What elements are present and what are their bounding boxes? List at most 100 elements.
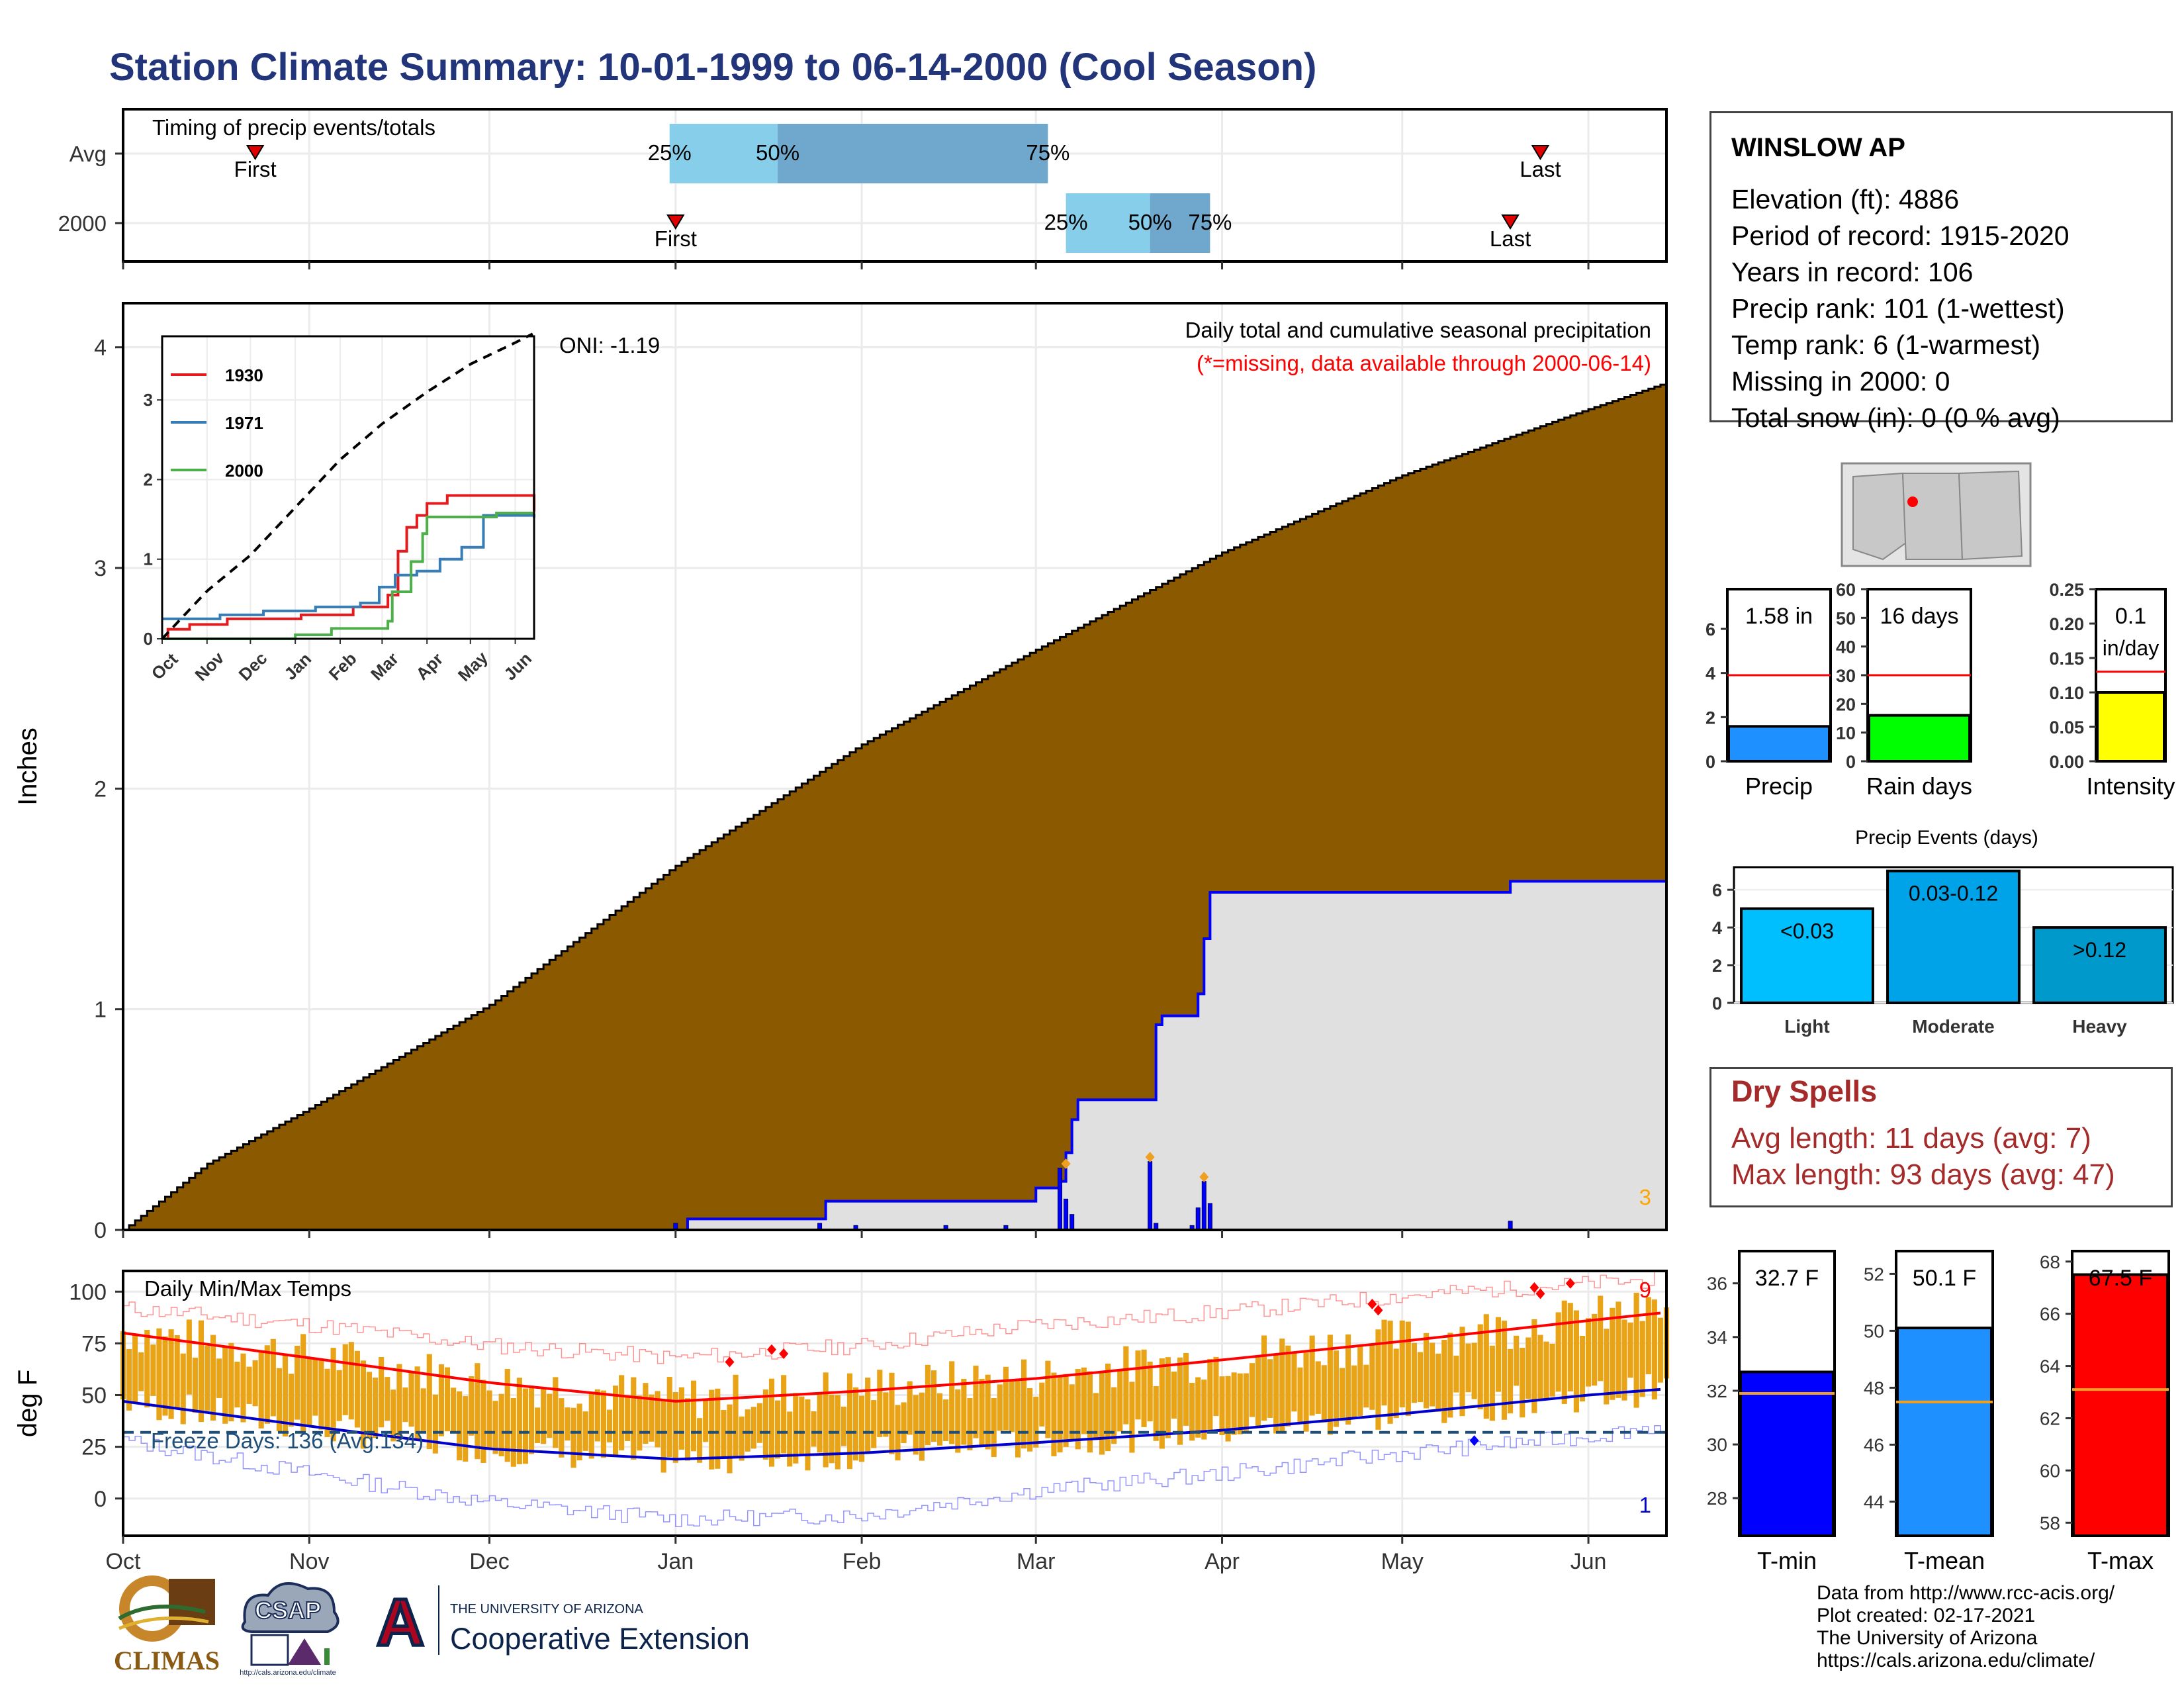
timing-label-50: 50%: [756, 140, 799, 165]
summary-y-tick-label: 60: [2040, 1460, 2060, 1481]
daily-temp-bar: [1087, 1371, 1093, 1453]
y-tick-label: 50: [81, 1383, 107, 1409]
summary-y-tick-label: 4: [1712, 918, 1722, 938]
daily-temp-bar: [889, 1372, 895, 1454]
summary-y-tick-label: 66: [2040, 1304, 2060, 1325]
summary-y-tick-label: 40: [1836, 637, 1856, 657]
summary-value-bar: [2096, 691, 2165, 763]
daily-temp-bar: [1567, 1303, 1573, 1391]
daily-temp-bar: [961, 1378, 967, 1445]
timing-label-75: 75%: [1188, 210, 1232, 234]
dry-spells-box: Dry Spells Avg length: 11 days (avg: 7) …: [1709, 1067, 2173, 1207]
summary-category-label: Intensity: [2086, 773, 2175, 800]
daily-temp-bar: [210, 1335, 216, 1421]
timing-label-75: 75%: [1026, 140, 1069, 165]
station-snow: Total snow (in): 0 (0 % avg): [1731, 402, 2060, 433]
daily-temp-bar: [919, 1392, 925, 1461]
daily-temp-bar: [1213, 1356, 1219, 1417]
daily-temp-bar: [168, 1329, 174, 1419]
daily-temp-bar: [1279, 1338, 1285, 1433]
summary-y-tick-label: 0: [1712, 994, 1722, 1013]
daily-temp-bar: [768, 1378, 775, 1467]
daily-temp-bar: [846, 1373, 853, 1470]
last-event-marker: [1531, 145, 1550, 160]
daily-temp-bar: [1495, 1317, 1501, 1392]
daily-temp-bar: [156, 1328, 162, 1421]
daily-temp-bar: [379, 1357, 385, 1428]
summary-value-label: 67.5 F: [2089, 1266, 2152, 1291]
daily-temp-bar: [774, 1400, 781, 1459]
y-tick-label: 1: [94, 998, 107, 1023]
summary-value-bar: [1727, 725, 1831, 763]
daily-temp-bar: [1459, 1327, 1465, 1417]
daily-temp-bar: [1447, 1333, 1453, 1418]
summary-y-tick-label: 4: [1706, 664, 1715, 684]
daily-precip-bar: [1148, 1161, 1153, 1231]
record-max-line: [123, 1270, 1667, 1364]
daily-temp-bar: [510, 1398, 516, 1467]
daily-temp-bar: [1345, 1334, 1351, 1425]
timing-label-last: Last: [1490, 226, 1531, 251]
summary-y-tick-label: 0.15: [2049, 649, 2084, 669]
daily-temp-bar: [348, 1342, 354, 1420]
daily-temp-bar: [1537, 1335, 1543, 1401]
daily-temp-bar: [1003, 1366, 1009, 1430]
daily-temp-bar: [751, 1407, 756, 1449]
summary-y-tick-label: 50: [1836, 608, 1856, 628]
summary-y-tick-label: 36: [1707, 1274, 1727, 1294]
daily-record-marker: [1199, 1172, 1209, 1182]
daily-precip-bar: [1058, 1168, 1063, 1231]
inset-legend-label: 1971: [225, 413, 263, 433]
daily-temp-bar: [1621, 1319, 1627, 1401]
daily-temp-bar: [318, 1359, 324, 1430]
station-temp-rank: Temp rank: 6 (1-warmest): [1731, 330, 2041, 360]
station-missing: Missing in 2000: 0: [1731, 366, 1950, 397]
daily-temp-bar: [192, 1357, 198, 1413]
daily-temp-bar: [936, 1393, 943, 1446]
summary-y-tick-label: 0: [1846, 752, 1856, 772]
summary-y-tick-label: 30: [1707, 1434, 1727, 1455]
daily-temp-bar: [871, 1400, 877, 1448]
daily-temp-bar: [498, 1393, 504, 1456]
y-axis-label: deg F: [13, 1370, 42, 1437]
summary-y-tick-label: 58: [2040, 1513, 2060, 1533]
daily-temp-bar: [781, 1375, 787, 1454]
daily-temp-bar: [1261, 1335, 1267, 1421]
daily-temp-bar: [1321, 1365, 1327, 1423]
x-tick-label: Mar: [1017, 1549, 1056, 1574]
daily-temp-bar: [276, 1368, 282, 1432]
daily-temp-bar: [1369, 1345, 1375, 1410]
daily-precip-bar: [1064, 1198, 1069, 1231]
timing-row-label: Avg: [69, 142, 107, 166]
daily-temp-bar: [1363, 1364, 1369, 1408]
daily-temp-bar: [823, 1372, 829, 1468]
daily-temp-bar: [1255, 1356, 1261, 1427]
summary-y-tick-label: 0.10: [2049, 683, 2084, 703]
summary-y-tick-label: 28: [1707, 1488, 1727, 1509]
daily-temp-bar: [1075, 1368, 1081, 1450]
daily-temp-bar: [1273, 1353, 1279, 1434]
daily-temp-bar: [1501, 1321, 1508, 1420]
summary-y-tick-label: 46: [1864, 1434, 1884, 1455]
event-bar: [1740, 907, 1874, 1005]
summary-y-tick-label: 10: [1836, 724, 1856, 743]
summary-y-tick-label: 0.05: [2049, 718, 2084, 737]
daily-temp-bar: [258, 1350, 264, 1429]
record-high-marker: [1367, 1299, 1377, 1309]
summary-y-tick-label: 6: [1706, 620, 1715, 639]
daily-temp-bar: [811, 1411, 817, 1447]
daily-temp-bar: [829, 1394, 835, 1464]
daily-temp-bar: [721, 1410, 727, 1457]
daily-temp-bar: [1153, 1385, 1159, 1441]
daily-temp-bar: [805, 1399, 811, 1471]
precip-chart-title: Daily total and cumulative seasonal prec…: [1185, 318, 1651, 342]
daily-temp-bar: [655, 1391, 660, 1448]
daily-temp-bar: [408, 1372, 414, 1427]
y-tick-label: 25: [81, 1435, 107, 1460]
daily-temp-bar: [907, 1381, 913, 1435]
daily-temp-bar: [1303, 1352, 1309, 1432]
station-precip-rank: Precip rank: 101 (1-wettest): [1731, 293, 2065, 324]
daily-temp-bar: [324, 1368, 330, 1437]
daily-temp-bar: [756, 1403, 762, 1443]
daily-temp-bar: [1039, 1382, 1045, 1427]
